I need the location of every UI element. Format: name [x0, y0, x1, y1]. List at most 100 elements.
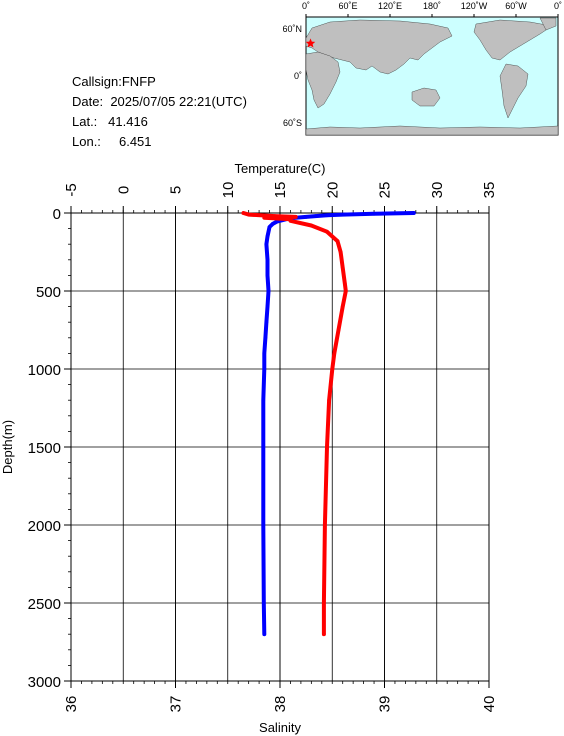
station-info: Callsign:FNFP Date: 2025/07/05 22:21(UTC…: [72, 72, 247, 152]
salinity-tick-label: 36: [63, 696, 80, 713]
temperature-tick-label: 35: [481, 182, 498, 199]
salinity-point: [340, 304, 345, 309]
map-left-labels: 60˚N 0˚ 60˚S: [282, 24, 302, 128]
map-land: [305, 17, 559, 136]
salinity-point: [325, 229, 329, 234]
salinity-tick-label: 38: [272, 696, 289, 713]
depth-tick-labels: 0 500 1000 1500 2000 2500 3000: [28, 206, 71, 691]
callsign-line: Callsign:FNFP: [72, 72, 247, 92]
salinity-point: [322, 601, 326, 605]
temperature-point: [264, 242, 269, 246]
temperature-tick-label: -5: [63, 183, 80, 196]
temperature-point: [262, 351, 267, 356]
map-top-label: 180˚: [423, 1, 441, 11]
depth-axis-title: Depth(m): [0, 420, 15, 474]
depth-tick-label: 500: [36, 284, 61, 301]
map-top-labels: 0˚ 60˚E 120˚E 180˚ 120˚W 60˚W 0˚: [302, 1, 562, 17]
temperature-point: [261, 523, 266, 527]
callsign-value: FNFP: [121, 74, 156, 89]
temperature-point: [372, 212, 376, 216]
depth-tick-label: 1000: [28, 362, 61, 379]
temperature-point: [262, 632, 267, 636]
temperature-point: [265, 234, 270, 239]
temperature-tick-label: 30: [429, 182, 446, 199]
salinity-point: [327, 398, 331, 403]
salinity-axis-title: Salinity: [259, 720, 301, 735]
lon-line: Lon.: 6.451: [72, 132, 247, 152]
lon-value: 6.451: [118, 134, 152, 149]
salinity-point: [330, 367, 335, 371]
map-top-label: 0˚: [302, 1, 310, 11]
map-lat-label: 60˚N: [282, 24, 302, 34]
map-top-label: 120˚W: [461, 1, 488, 11]
temperature-point: [261, 445, 266, 449]
salinity-point: [344, 289, 348, 293]
land-greenland: [539, 17, 557, 31]
temperature-point: [263, 336, 268, 340]
salinity-point: [343, 281, 347, 286]
map-lat-label: 0˚: [294, 71, 302, 81]
salinity-point: [323, 523, 327, 527]
salinity-point: [241, 211, 246, 215]
salinity-point: [335, 239, 340, 243]
temperature-point: [265, 258, 270, 262]
temperature-point: [262, 367, 267, 371]
temperature-point: [275, 219, 279, 224]
salinity-tick-label: 40: [481, 696, 498, 713]
date-line: Date: 2025/07/05 22:21(UTC): [72, 92, 247, 112]
temperature-point: [262, 601, 266, 605]
salinity-point: [325, 445, 329, 449]
salinity-point: [246, 212, 251, 217]
temperature-point: [325, 213, 329, 218]
salinity-point: [336, 328, 341, 332]
temperature-point: [261, 398, 266, 403]
callsign-label: Callsign:: [72, 74, 122, 89]
depth-tick-label: 2500: [28, 596, 61, 613]
land-south-america: [499, 63, 529, 119]
temperature-point: [270, 222, 275, 226]
series-layer: [241, 211, 416, 637]
temperature-point: [265, 273, 270, 278]
salinity-point: [262, 215, 267, 220]
temperature-profile-line: [261, 211, 416, 637]
salinity-point: [322, 632, 326, 636]
temperature-tick-labels: -5 0 5 10 15 20 25 30 35: [63, 182, 498, 213]
lat-label: Lat.:: [72, 114, 98, 129]
salinity-point: [293, 215, 298, 219]
map-top-label: 120˚E: [378, 1, 402, 11]
chart-grid: [70, 212, 490, 682]
lat-value: 41.416: [108, 114, 148, 129]
temperature-point: [304, 215, 308, 219]
land-antarctica: [305, 125, 559, 136]
temperature-tick-label: 25: [377, 182, 394, 199]
land-africa: [305, 51, 341, 109]
salinity-point: [273, 214, 277, 218]
land-north-america: [473, 19, 553, 61]
lat-line: Lat.: 41.416: [72, 112, 247, 132]
map-top-label: 60˚W: [505, 1, 527, 11]
temperature-tick-label: 15: [272, 182, 289, 199]
salinity-tick-label: 39: [377, 696, 394, 713]
temperature-point: [313, 214, 318, 218]
salinity-point: [309, 223, 314, 228]
map-top-label: 0˚: [554, 1, 562, 11]
depth-tick-label: 2000: [28, 518, 61, 535]
depth-tick-label: 1500: [28, 440, 61, 457]
temperature-point: [412, 211, 416, 215]
salinity-profile-line: [241, 211, 348, 637]
temperature-tick-label: 20: [324, 182, 341, 199]
map-top-label: 60˚E: [338, 1, 357, 11]
station-marker: [305, 38, 316, 48]
date-value: 2025/07/05 22:21(UTC): [110, 94, 247, 109]
temperature-axis-title: Temperature(C): [234, 161, 325, 176]
temperature-tick-label: 0: [115, 186, 132, 194]
land-australia: [411, 87, 441, 107]
salinity-point: [340, 265, 345, 270]
temperature-point: [264, 320, 269, 325]
temperature-point: [266, 289, 271, 293]
salinity-point: [288, 219, 293, 223]
lon-label: Lon.:: [72, 134, 101, 149]
map-lat-label: 60˚S: [283, 118, 302, 128]
depth-tick-label: 0: [53, 206, 61, 223]
